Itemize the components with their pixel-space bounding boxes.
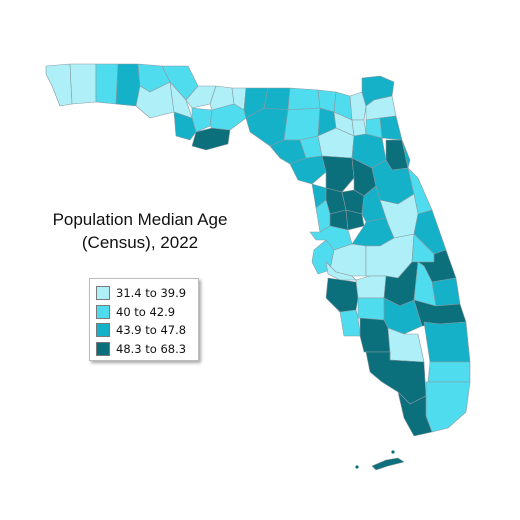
- legend-item-4: 48.3 to 68.3: [96, 340, 198, 359]
- county-region: [173, 111, 197, 141]
- legend-swatch-3: [96, 323, 110, 338]
- legend-swatch-4: [96, 341, 110, 356]
- legend-label-3: 43.9 to 47.8: [116, 323, 187, 338]
- island-marker: [391, 450, 395, 454]
- county-region: [431, 277, 461, 307]
- county-region: [351, 119, 367, 137]
- map-title-line-2: (Census), 2022: [81, 233, 199, 252]
- legend-label-2: 40 to 42.9: [116, 304, 176, 319]
- county-region: [263, 87, 291, 111]
- legend-item-1: 31.4 to 39.9: [96, 284, 198, 303]
- county-region: [425, 381, 471, 433]
- legend-label-1: 31.4 to 39.9: [116, 286, 187, 301]
- county-region: [283, 107, 321, 141]
- county-region: [321, 155, 355, 193]
- county-region: [45, 63, 73, 107]
- county-region: [95, 63, 119, 105]
- county-region: [397, 391, 433, 437]
- legend: 31.4 to 39.9 40 to 42.9 43.9 to 47.8 48.…: [89, 278, 199, 361]
- county-region: [325, 277, 359, 313]
- county-region: [359, 317, 391, 353]
- county-region: [371, 457, 405, 471]
- county-region: [427, 361, 471, 383]
- county-region: [423, 321, 471, 363]
- legend-swatch-1: [96, 286, 110, 301]
- county-region: [115, 63, 141, 107]
- legend-item-3: 43.9 to 47.8: [96, 321, 198, 340]
- county-region: [379, 115, 403, 141]
- county-region: [209, 103, 247, 131]
- county-region: [69, 63, 97, 105]
- county-region: [355, 275, 387, 299]
- legend-label-4: 48.3 to 68.3: [116, 341, 187, 356]
- county-region: [191, 127, 231, 151]
- island-marker: [355, 465, 359, 469]
- county-region: [357, 297, 385, 321]
- county-region: [401, 139, 411, 169]
- county-region: [287, 87, 321, 111]
- county-region: [349, 91, 367, 121]
- county-region: [185, 85, 217, 109]
- county-region: [339, 309, 361, 337]
- legend-item-2: 40 to 42.9: [96, 303, 198, 322]
- map-title-line-1: Population Median Age: [52, 210, 228, 229]
- county-region: [191, 107, 213, 133]
- legend-swatch-2: [96, 304, 110, 319]
- map-title: Population Median Age (Census), 2022: [40, 208, 240, 254]
